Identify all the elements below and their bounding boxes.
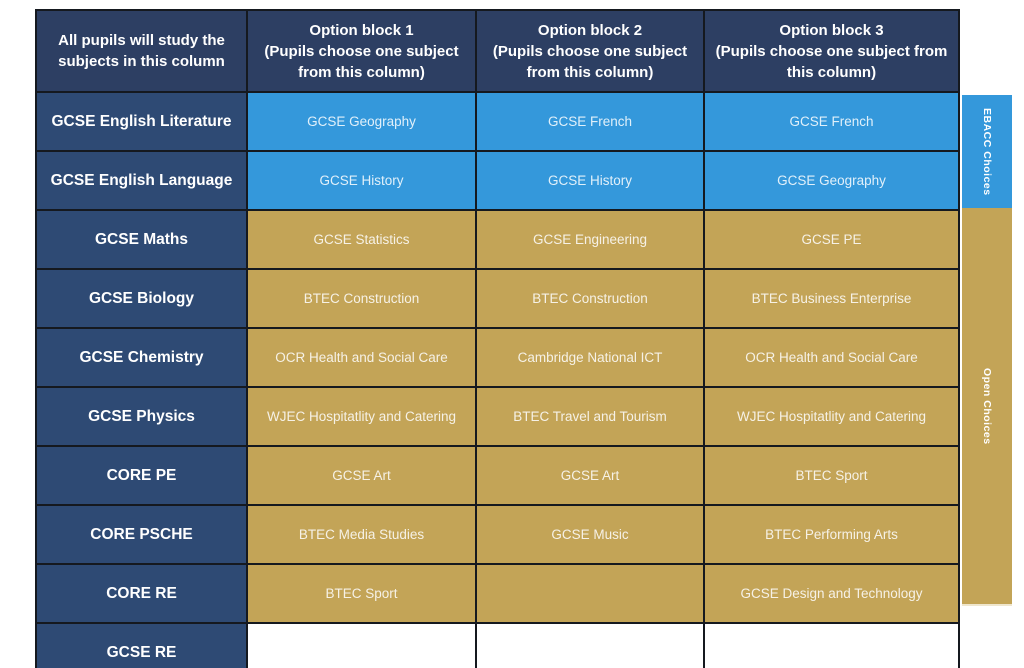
option-cell: GCSE Geography xyxy=(246,91,477,152)
option-cell xyxy=(475,622,705,668)
options-table: All pupils will study the subjects in th… xyxy=(35,9,960,668)
ebacc-choices-label: EBACC Choices xyxy=(981,107,993,196)
option-block-3-title: Option block 3 xyxy=(779,21,884,39)
table-row: GCSE Chemistry OCR Health and Social Care… xyxy=(35,327,960,388)
option-block-1-subtitle: (Pupils choose one subject from this col… xyxy=(264,42,459,81)
core-column-header: All pupils will study the subjects in th… xyxy=(35,9,248,93)
open-choices-label: Open Choices xyxy=(981,367,993,445)
core-subject-cell: CORE PE xyxy=(35,445,248,506)
option-block-2-header: Option block 2 (Pupils choose one subjec… xyxy=(475,9,705,93)
table-row: GCSE English Language GCSE History GCSE Hi… xyxy=(35,150,960,211)
option-cell xyxy=(475,563,705,624)
option-cell: BTEC Business Enterprise xyxy=(703,268,960,329)
option-cell: GCSE French xyxy=(703,91,960,152)
option-cell: GCSE Art xyxy=(246,445,477,506)
option-cell: Cambridge National ICT xyxy=(475,327,705,388)
option-cell: BTEC Media Studies xyxy=(246,504,477,565)
core-subject-cell: CORE RE xyxy=(35,563,248,624)
option-cell: BTEC Construction xyxy=(246,268,477,329)
option-cell: GCSE History xyxy=(475,150,705,211)
core-subject-cell: CORE PSCHE xyxy=(35,504,248,565)
table-row: CORE PSCHE BTEC Media Studies GCSE Music BT… xyxy=(35,504,960,565)
option-cell: WJEC Hospitatlity and Catering xyxy=(703,386,960,447)
option-cell: BTEC Sport xyxy=(703,445,960,506)
option-block-3-header: Option block 3 (Pupils choose one subjec… xyxy=(703,9,960,93)
option-cell: OCR Health and Social Care xyxy=(703,327,960,388)
option-block-2-subtitle: (Pupils choose one subject from this col… xyxy=(492,42,688,81)
table-row: CORE PE GCSE Art GCSE Art BTEC Sport xyxy=(35,445,960,506)
table-row: GCSE Biology BTEC Construction BTEC Constr… xyxy=(35,268,960,329)
open-choices-banner: Open Choices xyxy=(962,208,1012,606)
core-subject-cell: GCSE English Literature xyxy=(35,91,248,152)
core-subject-cell: GCSE Physics xyxy=(35,386,248,447)
core-subject-cell: GCSE Chemistry xyxy=(35,327,248,388)
ebacc-choices-banner: EBACC Choices xyxy=(962,95,1012,208)
core-subject-cell: GCSE Biology xyxy=(35,268,248,329)
option-cell: BTEC Construction xyxy=(475,268,705,329)
option-block-3-subtitle: (Pupils choose one subject from this col… xyxy=(715,42,948,81)
option-cell: GCSE History xyxy=(246,150,477,211)
option-cell: GCSE French xyxy=(475,91,705,152)
option-cell: GCSE Geography xyxy=(703,150,960,211)
core-column-header-label: All pupils will study the subjects in th… xyxy=(58,32,225,70)
option-cell: GCSE PE xyxy=(703,209,960,270)
table-row: CORE RE BTEC Sport GCSE Design and Technol… xyxy=(35,563,960,624)
table-header-row: All pupils will study the subjects in th… xyxy=(35,9,960,93)
option-table-body: GCSE English Literature GCSE Geography GCS… xyxy=(35,91,960,668)
table-row: GCSE English Literature GCSE Geography GCS… xyxy=(35,91,960,152)
option-cell: GCSE Statistics xyxy=(246,209,477,270)
option-cell: GCSE Art xyxy=(475,445,705,506)
option-cell: GCSE Design and Technology xyxy=(703,563,960,624)
option-cell: GCSE Engineering xyxy=(475,209,705,270)
core-subject-cell: GCSE English Language xyxy=(35,150,248,211)
option-cell: BTEC Travel and Tourism xyxy=(475,386,705,447)
options-table-wrap: All pupils will study the subjects in th… xyxy=(35,9,960,668)
option-cell: BTEC Performing Arts xyxy=(703,504,960,565)
table-row: GCSE RE xyxy=(35,622,960,668)
option-cell xyxy=(703,622,960,668)
core-subject-cell: GCSE RE xyxy=(35,622,248,668)
option-cell: WJEC Hospitatlity and Catering xyxy=(246,386,477,447)
option-block-2-title: Option block 2 xyxy=(537,21,643,39)
table-row: GCSE Physics WJEC Hospitatlity and Cateri… xyxy=(35,386,960,447)
core-subject-cell: GCSE Maths xyxy=(35,209,248,270)
table-row: GCSE Maths GCSE Statistics GCSE Engineerin… xyxy=(35,209,960,270)
option-cell xyxy=(246,622,477,668)
option-block-1-header: Option block 1 (Pupils choose one subjec… xyxy=(246,9,477,93)
option-block-1-title: Option block 1 xyxy=(309,21,414,39)
option-cell: OCR Health and Social Care xyxy=(246,327,477,388)
option-cell: BTEC Sport xyxy=(246,563,477,624)
option-cell: GCSE Music xyxy=(475,504,705,565)
